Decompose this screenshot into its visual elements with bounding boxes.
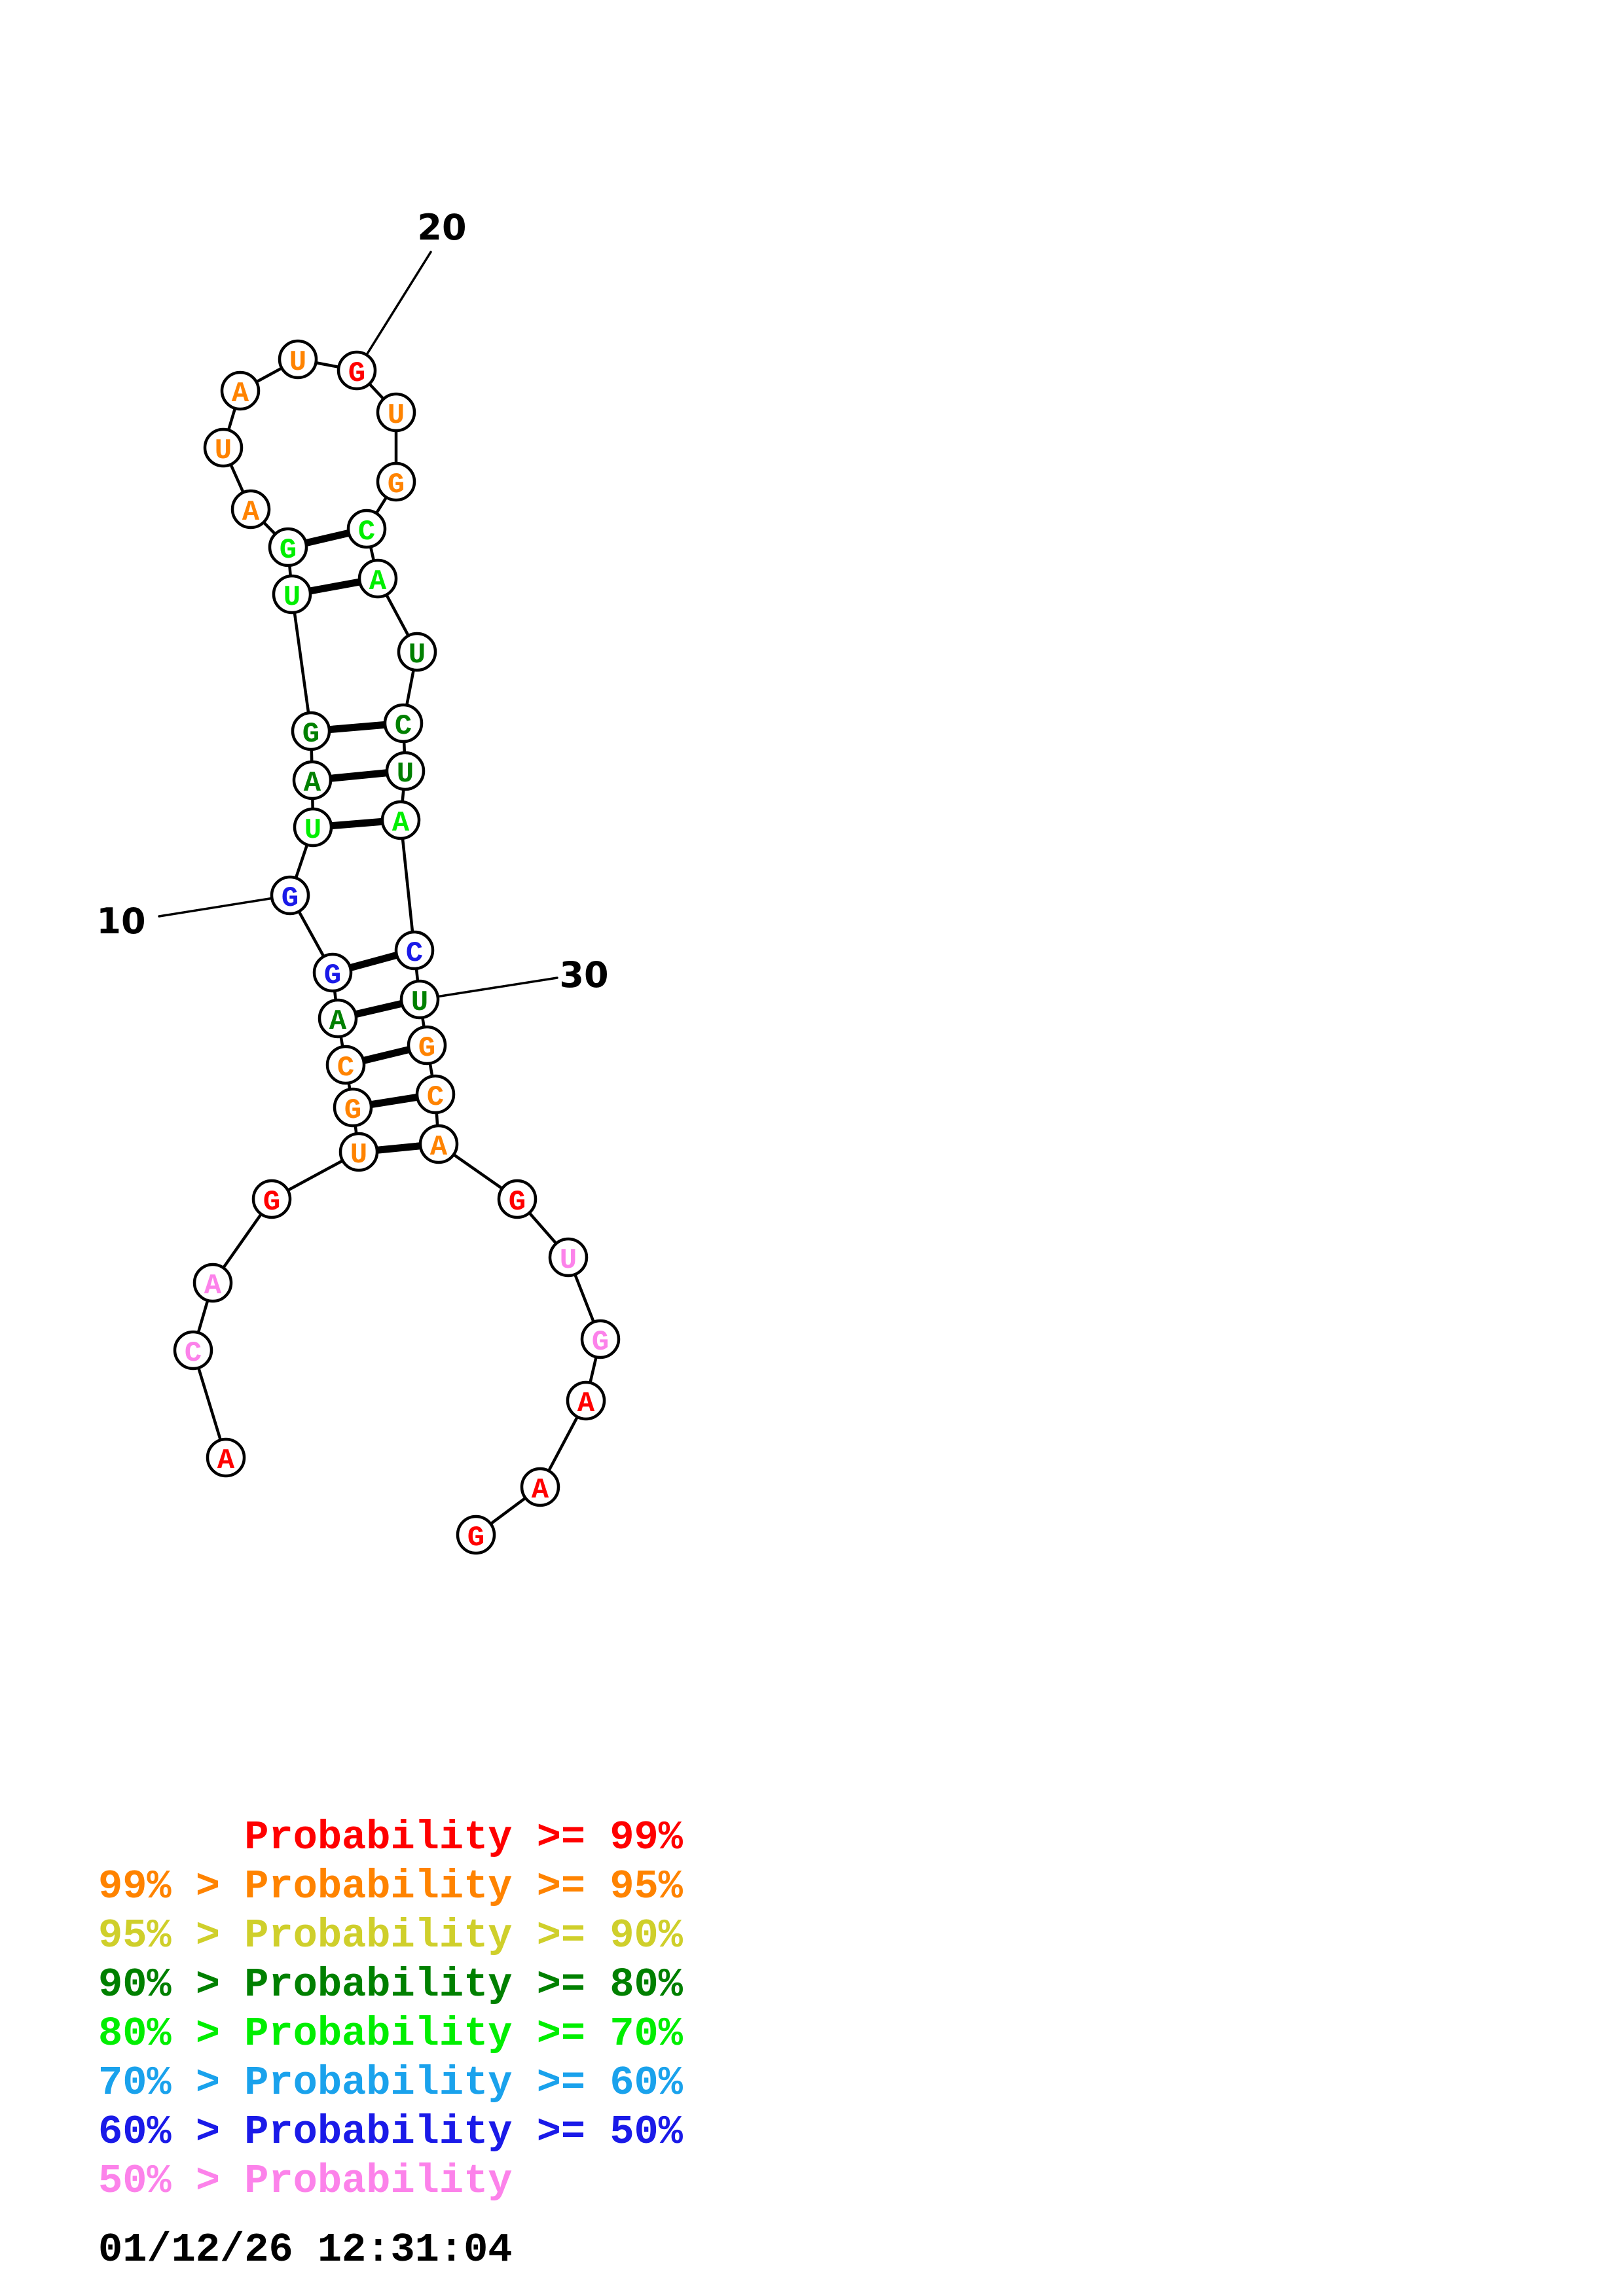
legend-row-95: 99% > Probability >= 95%	[98, 1863, 683, 1910]
nucleotide-circle	[278, 339, 318, 380]
nucleotide-letter: U	[289, 346, 306, 379]
nucleotide-circle	[497, 1179, 538, 1219]
legend-row-60: 70% > Probability >= 60%	[98, 2060, 683, 2106]
probability-legend: Probability >= 99% 99% > Probability >= …	[98, 1813, 683, 2206]
backbone-segment	[290, 592, 313, 733]
position-label: 30	[559, 954, 608, 996]
nucleotide-circle	[318, 998, 358, 1039]
nucleotide-letter: G	[418, 1032, 435, 1065]
nucleotide-letter: U	[304, 814, 321, 847]
nucleotide-letter: G	[282, 882, 299, 915]
nucleotide-circle	[456, 1515, 496, 1555]
nucleotide-circle	[580, 1319, 621, 1359]
nucleotide-letter: U	[350, 1139, 367, 1172]
nucleotide-circle	[203, 427, 244, 468]
nucleotide-letter: G	[509, 1186, 526, 1219]
nucleotide-circle	[566, 1380, 606, 1421]
nucleotide-letter: C	[185, 1337, 202, 1370]
nucleotide-letter: C	[395, 710, 412, 743]
nucleotide-circle	[346, 509, 387, 549]
nucleotide-circle	[418, 1124, 459, 1164]
legend-row-below-50: 50% > Probability	[98, 2158, 513, 2204]
nucleotide-circle	[399, 979, 440, 1020]
nucleotide-letter: G	[348, 357, 365, 390]
nucleotide-circle	[385, 751, 426, 791]
nucleotide-letter: U	[411, 986, 428, 1019]
nucleotide-letter: C	[427, 1081, 444, 1114]
nucleotide-circle	[230, 489, 271, 529]
label-leader-line	[356, 251, 432, 372]
nucleotide-letter: C	[358, 516, 375, 548]
legend-row-99: Probability >= 99%	[98, 1814, 683, 1861]
nucleotide-circle	[376, 461, 416, 502]
nucleotide-circle	[383, 703, 424, 744]
nucleotide-letter: A	[329, 1005, 347, 1038]
nucleotide-letter: A	[204, 1270, 222, 1302]
nucleotide-circle	[220, 370, 261, 411]
legend-row-50: 60% > Probability >= 50%	[98, 2109, 683, 2155]
nucleotide-letter: G	[344, 1094, 361, 1127]
nucleotide-circle	[173, 1330, 213, 1371]
nucleotide-letter: A	[369, 565, 387, 598]
nucleotide-circle	[206, 1437, 246, 1478]
nucleotide-letter: C	[337, 1052, 354, 1085]
nucleotide-circle	[380, 800, 421, 840]
legend-row-90: 95% > Probability >= 90%	[98, 1912, 683, 1959]
nucleotide-circle	[548, 1237, 589, 1278]
label-leader-line	[418, 977, 558, 1001]
nucleotide-circle	[407, 1025, 447, 1066]
nucleotide-circle	[337, 350, 377, 391]
nucleotide-letter: G	[324, 960, 341, 992]
nucleotide-letter: C	[406, 937, 423, 970]
legend-row-80: 90% > Probability >= 80%	[98, 1962, 683, 2008]
nucleotide-letter: A	[430, 1131, 448, 1164]
nucleotide-circle	[291, 711, 331, 751]
label-leader-line	[158, 894, 291, 918]
nucleotide-letter: G	[302, 718, 319, 751]
nucleotide-circle	[415, 1074, 456, 1115]
position-label: 10	[96, 901, 145, 942]
nucleotide-letter: G	[388, 469, 405, 501]
nucleotide-circle	[251, 1179, 292, 1219]
nucleotide-letter: A	[242, 496, 260, 529]
nucleotide-letter: G	[467, 1522, 484, 1554]
nucleotide-letter: A	[217, 1444, 235, 1477]
nucleotide-letter: A	[532, 1474, 549, 1507]
nucleotide-circle	[338, 1132, 379, 1172]
nucleotide-letter: G	[263, 1186, 280, 1219]
nucleotide-letter: U	[397, 758, 414, 791]
nucleotide-letter: A	[304, 767, 321, 800]
nucleotide-circle	[397, 632, 437, 672]
timestamp: 01/12/26 12:31:04	[98, 2227, 513, 2273]
nucleotide-circle	[292, 760, 333, 800]
nucleotide-letter: U	[388, 399, 405, 432]
nucleotide-letter: A	[232, 378, 249, 410]
nucleotide-circle	[268, 527, 308, 567]
nucleotide-circle	[272, 574, 312, 615]
nucleotide-circle	[293, 807, 333, 848]
position-label: 20	[417, 207, 466, 248]
nucleotide-circle	[312, 952, 353, 993]
nucleotide-letter: U	[283, 581, 301, 614]
nucleotide-circle	[376, 392, 416, 433]
nucleotide-letter: U	[215, 435, 232, 467]
nucleotide-circle	[357, 558, 398, 599]
nucleotide-letter: A	[392, 807, 410, 840]
nucleotide-circle	[333, 1087, 373, 1128]
nucleotide-letter: A	[577, 1388, 595, 1420]
nucleotide-circle	[394, 930, 435, 971]
nucleotide-letter: G	[280, 534, 297, 567]
nucleotide-circle	[520, 1467, 560, 1507]
nucleotide-circle	[192, 1263, 233, 1303]
nucleotide-letter: U	[560, 1244, 577, 1277]
nucleotide-circle	[270, 875, 310, 916]
backbone-segment	[399, 818, 416, 952]
nucleotide-letter: G	[592, 1326, 609, 1359]
nucleotide-letter: U	[409, 639, 426, 672]
legend-row-70: 80% > Probability >= 70%	[98, 2011, 683, 2057]
nucleotide-circle	[325, 1045, 366, 1085]
